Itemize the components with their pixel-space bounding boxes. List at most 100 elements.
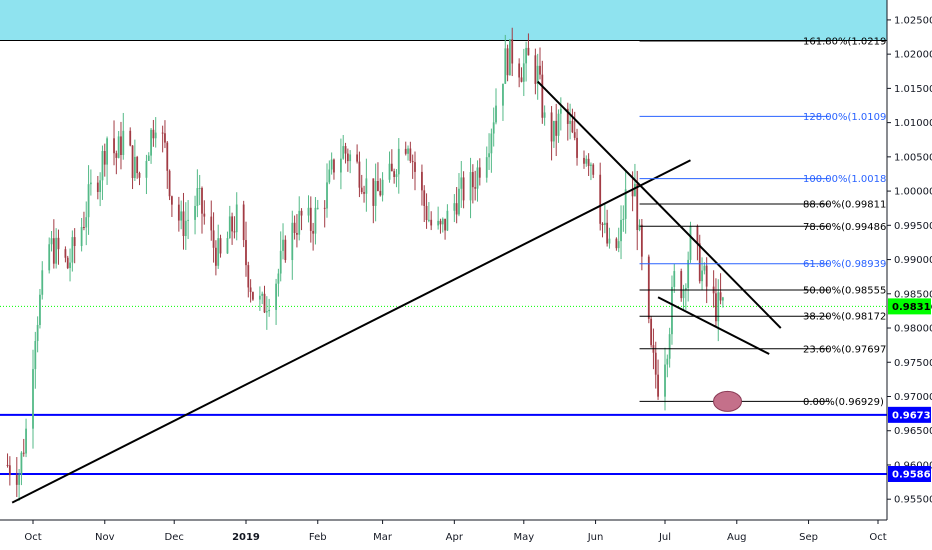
candle [492,107,495,147]
candle [585,155,588,167]
candle [664,347,666,411]
candle [684,283,687,310]
candle [330,152,333,175]
candle-body [6,464,9,466]
candle [430,211,433,231]
candle-body [469,172,472,201]
candle [314,197,317,245]
candle [657,359,659,400]
candle [184,202,187,250]
candle-body [279,250,282,274]
candle [527,33,530,56]
candle-body [381,179,384,196]
candle-body [583,157,585,164]
candle [8,456,11,486]
trendline [536,80,782,329]
candle [608,227,611,249]
candle-body [300,210,303,216]
x-tick-label: May [513,532,534,543]
candle [106,136,108,185]
candle [411,154,414,179]
candle-body [226,238,229,254]
candle-body [397,148,400,175]
candle-body [636,184,639,231]
candle-body [133,156,136,179]
candle-body [103,151,106,165]
candle [263,285,266,314]
fib-level-label: 23.60%(0.97697) [803,344,890,355]
candle [592,163,595,179]
candle-body [55,237,58,264]
candle [69,248,71,282]
candle-body [231,216,233,232]
candle [277,268,280,297]
y-tick-label: 1.02000 [894,50,932,61]
candle-body [22,452,25,454]
candle-body [210,216,213,231]
candle-body [666,358,669,365]
candle [73,228,76,264]
candle [55,228,58,269]
candle-body [689,226,692,260]
candle [261,291,264,305]
candle [117,131,120,159]
candle [622,205,625,232]
candle-body [214,247,217,266]
candle-body [340,158,342,173]
candle [358,151,361,198]
candle [101,145,104,200]
candle-body [309,207,312,231]
candle [687,251,690,302]
candle-body [296,232,298,235]
candle [312,222,315,251]
y-tick-label: 1.00000 [894,187,932,198]
candle [152,119,155,147]
candle [719,273,722,305]
candle-body [358,161,361,188]
candle [252,291,254,301]
candle-body [541,74,544,118]
candle [180,200,183,230]
candle [296,214,298,248]
candle-body [576,137,578,158]
candle-body [462,177,465,201]
y-tick-label: 0.99500 [894,221,932,232]
fib-level-label: 128.00%(1.01092) [803,112,897,123]
candle [490,128,493,173]
candle-body [668,334,671,359]
candle-body [620,220,622,242]
candle [393,168,396,184]
candle [57,229,60,265]
candle-body [460,177,463,189]
candle [689,221,692,263]
candle-body [603,222,606,225]
candle-body [150,129,152,156]
candle [346,148,349,172]
candle [133,139,136,182]
candle-body [430,219,433,226]
candle [99,172,102,207]
candle-body [356,154,359,162]
candle-body [346,153,349,162]
x-tick-label: Oct [24,532,41,543]
candle-body [198,188,201,190]
candle-body [284,239,287,261]
candle-body [407,148,409,154]
candle [131,145,134,190]
candle-body [316,207,319,209]
candle-body [342,146,345,159]
x-tick-label: Nov [95,532,115,543]
candle-body [698,243,701,282]
candle-body [217,238,220,266]
candle [550,106,553,161]
candle-body [145,160,148,178]
candle-body [184,220,187,237]
candle-body [608,238,611,244]
candle-body [73,237,76,247]
candle [478,158,481,186]
fib-level-label: 161.80%(1.02192) [803,37,897,48]
candle [150,128,152,164]
candle-body [377,180,379,191]
candle [15,457,18,497]
